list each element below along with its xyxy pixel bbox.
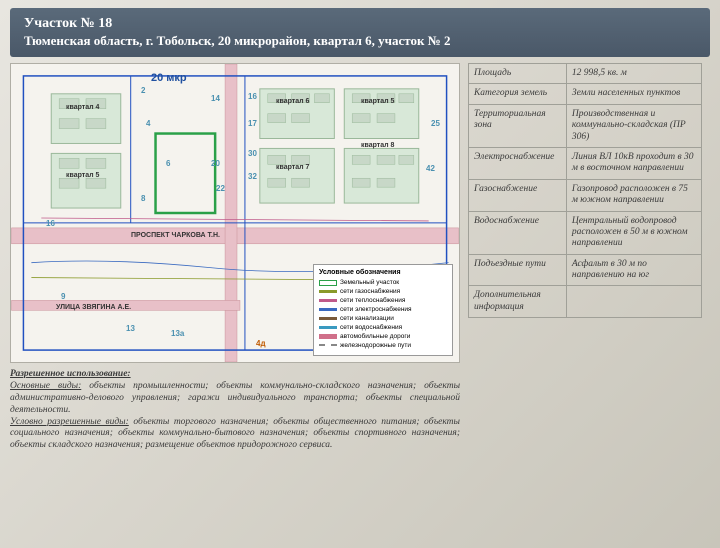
info-key: Территориальная зона [469, 104, 567, 147]
legend-title: Условные обозначения [319, 269, 447, 276]
map-num: 2 [141, 86, 145, 95]
map-num: 16 [248, 92, 257, 101]
map-num: 13 [126, 324, 135, 333]
info-val: Производственная и коммунально-складская… [566, 104, 701, 147]
table-row: ЭлектроснабжениеЛиния ВЛ 10кВ проходит в… [469, 147, 702, 179]
left-column: 20 мкр квартал 4 квартал 5 квартал 6 ква… [10, 63, 460, 452]
usage-block: Разрешенное использование: Основные виды… [10, 369, 460, 452]
legend-label: сети газоснабжения [340, 288, 400, 295]
info-key: Подъездные пути [469, 254, 567, 286]
info-key: Площадь [469, 64, 567, 84]
right-column: Площадь12 998,5 кв. м Категория земельЗе… [468, 63, 702, 452]
info-key: Газоснабжение [469, 179, 567, 211]
map-num: 6 [166, 159, 170, 168]
map-street-2: УЛИЦА ЗВЯГИНА А.Е. [56, 304, 131, 311]
legend-label: Земельный участок [340, 279, 399, 286]
info-key: Категория земель [469, 84, 567, 104]
map-num: 16 [46, 219, 55, 228]
info-key: Водоснабжение [469, 211, 567, 254]
info-val: Центральный водопровод расположен в 50 м… [566, 211, 701, 254]
legend-label: автомобильные дороги [340, 333, 410, 340]
usage-heading: Разрешенное использование: [10, 369, 131, 379]
map-num: 14 [211, 94, 220, 103]
map-block-label: квартал 4 [66, 104, 99, 111]
map-district-title: 20 мкр [151, 72, 187, 84]
map-num: 4 [146, 119, 150, 128]
table-row: Площадь12 998,5 кв. м [469, 64, 702, 84]
info-val: 12 998,5 кв. м [566, 64, 701, 84]
table-row: ГазоснабжениеГазопровод расположен в 75 … [469, 179, 702, 211]
map-num: 20 [211, 159, 220, 168]
usage-cond-h: Условно разрешенные виды: [10, 417, 129, 427]
map-num: 4д [256, 339, 266, 348]
map-block-label: квартал 6 [276, 98, 309, 105]
map-street-main: ПРОСПЕКТ ЧАРКОВА Т.Н. [131, 232, 220, 239]
table-row: Категория земельЗемли населенных пунктов [469, 84, 702, 104]
map-num: 17 [248, 119, 257, 128]
info-val [566, 286, 701, 318]
info-table: Площадь12 998,5 кв. м Категория земельЗе… [468, 63, 702, 318]
info-val: Линия ВЛ 10кВ проходит в 30 м в восточно… [566, 147, 701, 179]
info-val: Земли населенных пунктов [566, 84, 701, 104]
header-title: Участок № 18 [24, 16, 696, 32]
map-num: 30 [248, 149, 257, 158]
info-key: Электроснабжение [469, 147, 567, 179]
content: 20 мкр квартал 4 квартал 5 квартал 6 ква… [0, 63, 720, 460]
map-num: 9 [61, 292, 65, 301]
legend-label: сети электроснабжения [340, 306, 412, 313]
usage-main-h: Основные виды: [10, 381, 81, 391]
map-num: 13а [171, 329, 184, 338]
header-subtitle: Тюменская область, г. Тобольск, 20 микро… [24, 33, 696, 49]
map-num: 25 [431, 119, 440, 128]
info-key: Дополнительная информация [469, 286, 567, 318]
info-tbody: Площадь12 998,5 кв. м Категория земельЗе… [469, 64, 702, 318]
table-row: ВодоснабжениеЦентральный водопровод расп… [469, 211, 702, 254]
map-legend: Условные обозначения Земельный участок с… [313, 264, 453, 356]
table-row: Территориальная зонаПроизводственная и к… [469, 104, 702, 147]
legend-label: сети канализации [340, 315, 394, 322]
info-val: Газопровод расположен в 75 м южном напра… [566, 179, 701, 211]
info-val: Асфальт в 30 м по направлению на юг [566, 254, 701, 286]
table-row: Подъездные путиАсфальт в 30 м по направл… [469, 254, 702, 286]
map-block-label: квартал 5 [66, 172, 99, 179]
legend-label: железнодорожные пути [340, 342, 411, 349]
legend-label: сети теплоснабжения [340, 297, 405, 304]
map-block-label: квартал 7 [276, 164, 309, 171]
map-num: 32 [248, 172, 257, 181]
map: 20 мкр квартал 4 квартал 5 квартал 6 ква… [10, 63, 460, 363]
map-num: 8 [141, 194, 145, 203]
map-block-label: квартал 5 [361, 98, 394, 105]
map-num: 42 [426, 164, 435, 173]
map-block-label: квартал 8 [361, 142, 394, 149]
legend-label: сети водоснабжения [340, 324, 402, 331]
header: Участок № 18 Тюменская область, г. Тобол… [10, 8, 710, 57]
table-row: Дополнительная информация [469, 286, 702, 318]
map-num: 22 [216, 184, 225, 193]
